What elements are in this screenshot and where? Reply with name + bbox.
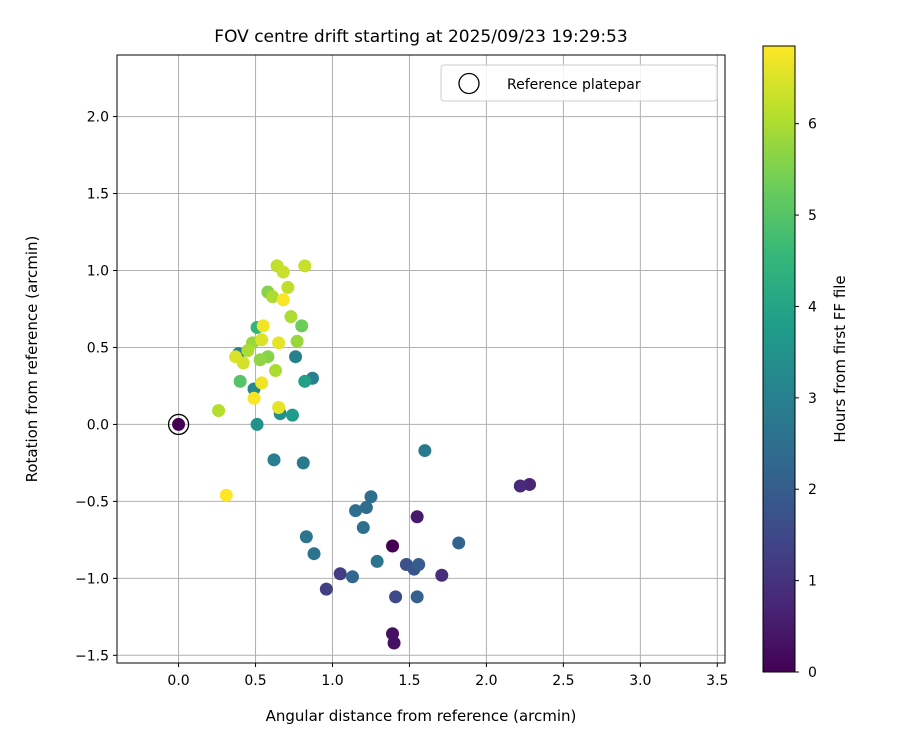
legend-marker-icon <box>458 72 480 95</box>
y-tick-label: 1.5 <box>87 187 109 203</box>
scatter-point <box>356 521 370 535</box>
scatter-point <box>418 444 432 458</box>
scatter-point <box>299 530 313 544</box>
scatter-point <box>389 590 403 604</box>
scatter-point <box>513 479 527 493</box>
scatter-point <box>298 374 312 388</box>
x-axis-label: Angular distance from reference (arcmin) <box>266 707 577 725</box>
scatter-point <box>410 590 424 604</box>
scatter-point <box>267 453 281 467</box>
scatter-point <box>296 456 310 470</box>
scatter-point <box>298 259 312 273</box>
scatter-point <box>410 510 424 524</box>
scatter-point <box>281 280 295 294</box>
scatter-point <box>247 391 261 405</box>
x-tick-label: 2.5 <box>552 673 574 689</box>
scatter-point <box>265 290 279 304</box>
scatter-point <box>272 336 286 350</box>
plot-frame <box>116 54 726 664</box>
scatter-point <box>253 353 267 367</box>
x-tick-label: 1.5 <box>398 673 420 689</box>
y-tick-label: 2.0 <box>87 110 109 126</box>
scatter-point <box>255 333 269 347</box>
scatter-point <box>229 350 243 364</box>
scatter-point <box>276 265 290 279</box>
legend: Reference platepar <box>440 64 718 102</box>
y-tick-label: −0.5 <box>75 494 109 510</box>
y-tick-label: 0.5 <box>87 340 109 356</box>
scatter-point <box>386 539 400 553</box>
scatter-point <box>250 417 264 431</box>
data-points <box>172 259 537 650</box>
scatter-point <box>435 568 449 582</box>
scatter-point <box>290 334 304 348</box>
scatter-point <box>452 536 466 550</box>
colorbar-tick-label: 3 <box>808 391 817 407</box>
x-tick-label: 0.0 <box>167 673 189 689</box>
scatter-point <box>346 570 360 584</box>
scatter-point <box>212 404 226 418</box>
scatter-point <box>307 547 321 561</box>
scatter-point <box>269 364 283 378</box>
y-axis: −1.5 −1.0 −0.5 0.0 0.5 1.0 1.5 2.0 <box>75 110 117 664</box>
legend-box <box>440 64 718 102</box>
scatter-point <box>359 501 373 515</box>
scatter-point <box>276 293 290 307</box>
scatter-point <box>387 636 401 650</box>
y-tick-label: 0.0 <box>87 417 109 433</box>
reference-marker <box>167 413 190 436</box>
y-tick-label: −1.5 <box>75 648 109 664</box>
scatter-point <box>349 504 363 518</box>
scatter-point <box>233 374 247 388</box>
colorbar-tick-label: 4 <box>808 299 817 315</box>
colorbar-tick-label: 6 <box>808 117 817 133</box>
legend-entry-label: Reference platepar <box>507 77 641 93</box>
colorbar: 0 1 2 3 4 5 6 Hours from first FF file <box>762 45 849 681</box>
scatter-point <box>219 488 233 502</box>
scatter-point <box>295 319 309 333</box>
y-axis-label: Rotation from reference (arcmin) <box>23 236 41 483</box>
scatter-point <box>255 376 269 390</box>
scatter-point <box>333 567 347 581</box>
scatter-point <box>370 554 384 568</box>
colorbar-tick-label: 5 <box>808 208 817 224</box>
chart-title: FOV centre drift starting at 2025/09/23 … <box>214 27 627 47</box>
x-axis: 0.0 0.5 1.0 1.5 2.0 2.5 3.0 3.5 <box>167 663 728 689</box>
x-tick-label: 2.0 <box>475 673 497 689</box>
x-tick-label: 3.0 <box>629 673 651 689</box>
y-tick-label: −1.0 <box>75 571 109 587</box>
scatter-point <box>172 417 186 431</box>
colorbar-ticks: 0 1 2 3 4 5 6 <box>795 117 817 681</box>
colorbar-label: Hours from first FF file <box>831 275 849 442</box>
x-tick-label: 3.5 <box>706 673 728 689</box>
colorbar-tick-label: 2 <box>808 482 817 498</box>
scatter-point <box>364 490 378 504</box>
colorbar-tick-label: 0 <box>808 665 817 681</box>
colorbar-tick-label: 1 <box>808 574 817 590</box>
scatter-point <box>284 310 298 324</box>
scatter-point <box>256 319 270 333</box>
scatter-point <box>412 557 426 571</box>
x-tick-label: 1.0 <box>321 673 343 689</box>
y-tick-label: 1.0 <box>87 263 109 279</box>
scatter-point <box>272 400 286 414</box>
colorbar-gradient <box>762 45 796 673</box>
scatter-point <box>319 582 333 596</box>
reference-platepar-marker <box>167 413 190 436</box>
x-tick-label: 0.5 <box>244 673 266 689</box>
scatter-point <box>241 344 255 358</box>
scatter-point <box>285 408 299 422</box>
grid <box>117 55 725 663</box>
scatter-point <box>289 350 303 364</box>
